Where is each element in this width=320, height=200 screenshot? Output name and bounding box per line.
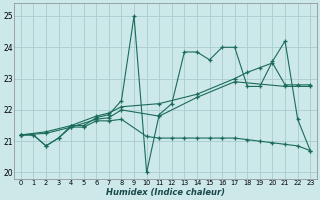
X-axis label: Humidex (Indice chaleur): Humidex (Indice chaleur) [106, 188, 225, 197]
